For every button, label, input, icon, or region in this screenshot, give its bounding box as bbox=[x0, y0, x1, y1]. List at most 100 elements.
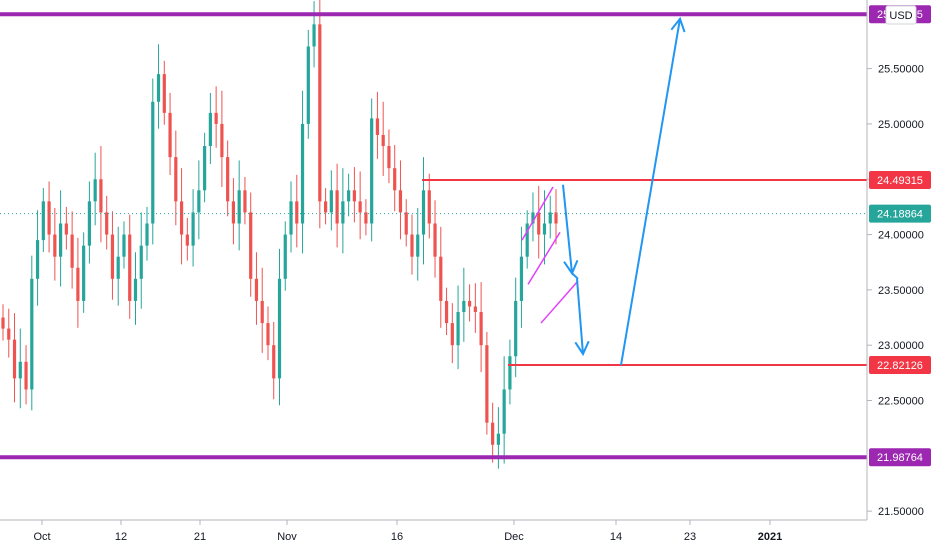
candle-body bbox=[105, 212, 109, 235]
candle-body bbox=[237, 190, 241, 224]
candle-body bbox=[35, 240, 40, 279]
candle-body bbox=[421, 190, 426, 235]
currency-badge-bg bbox=[885, 5, 917, 25]
time-axis[interactable]: Oct 12 21 Nov 16 Dec 14 23 2021 bbox=[0, 519, 867, 543]
candle-body bbox=[329, 190, 333, 213]
wedge-upper-line[interactable] bbox=[521, 186, 554, 241]
candle-body bbox=[76, 267, 80, 301]
candle-body bbox=[133, 278, 138, 301]
price-tick-label: 25.50000 bbox=[878, 64, 924, 76]
candle-body bbox=[485, 345, 489, 423]
candle-body bbox=[272, 345, 276, 379]
time-tick-label: Dec bbox=[504, 531, 524, 543]
time-tick-label: Oct bbox=[33, 531, 50, 543]
candle-body bbox=[162, 74, 166, 113]
forecast-arrow-joint[interactable] bbox=[571, 272, 579, 280]
candle-body bbox=[525, 223, 529, 257]
price-tick-label: 25.00000 bbox=[878, 119, 924, 131]
horizontal-levels[interactable] bbox=[0, 12, 867, 460]
candle-body bbox=[191, 212, 195, 246]
candle-body bbox=[7, 328, 11, 340]
candle-body bbox=[323, 201, 328, 213]
candle-body bbox=[352, 190, 356, 202]
price-tick-label: 24.00000 bbox=[878, 230, 924, 242]
candle-body bbox=[128, 234, 132, 301]
candle-body bbox=[375, 118, 380, 135]
candle-body bbox=[456, 312, 460, 346]
candle-body bbox=[260, 300, 264, 324]
candle-body bbox=[47, 201, 51, 235]
candle-body bbox=[116, 256, 120, 279]
candle-body bbox=[393, 168, 397, 191]
wedge-projection-line[interactable] bbox=[540, 280, 579, 324]
forecast-arrow-down-2-head[interactable] bbox=[574, 340, 590, 357]
bottom-range-price-tag bbox=[869, 448, 931, 467]
candle-body bbox=[341, 201, 345, 224]
candle-body bbox=[156, 74, 161, 102]
candle-body bbox=[254, 278, 259, 301]
candle-body bbox=[93, 179, 97, 202]
forecast-arrow-down-1-shaft[interactable] bbox=[562, 184, 573, 274]
drawing-annotations[interactable] bbox=[521, 16, 686, 366]
candle-body bbox=[289, 201, 293, 235]
candle-body bbox=[122, 234, 126, 257]
time-tick-label: 16 bbox=[391, 531, 403, 543]
candle-body bbox=[398, 190, 403, 213]
candle-body bbox=[358, 201, 362, 213]
forecast-arrow-up-head[interactable] bbox=[670, 16, 686, 33]
time-tick-label: 2021 bbox=[758, 531, 782, 543]
candle-body bbox=[554, 212, 558, 224]
candle-body bbox=[491, 422, 495, 445]
candle-body bbox=[467, 300, 472, 307]
candle-body bbox=[249, 212, 253, 279]
price-tick-label: 22.50000 bbox=[878, 396, 924, 408]
wedge-lower-line[interactable] bbox=[527, 231, 561, 285]
candle-body bbox=[12, 339, 17, 379]
candle-body bbox=[508, 356, 512, 390]
candle-body bbox=[364, 212, 368, 224]
candle-body bbox=[295, 201, 299, 224]
candle-body bbox=[139, 245, 143, 279]
candle-body bbox=[277, 278, 282, 379]
last-price-label: 24.18864 bbox=[877, 209, 923, 221]
candle-body bbox=[370, 118, 374, 224]
candle-body bbox=[243, 190, 247, 213]
candle-body bbox=[433, 223, 437, 257]
plot-background bbox=[0, 0, 867, 520]
candle-body bbox=[145, 223, 149, 246]
forecast-arrow-down-2-shaft[interactable] bbox=[576, 278, 584, 355]
candle-body bbox=[381, 134, 385, 147]
candle-body bbox=[99, 179, 103, 213]
candle-body bbox=[462, 300, 466, 312]
candle-body bbox=[18, 361, 22, 379]
candle-body bbox=[208, 112, 212, 147]
support-price-tag bbox=[869, 355, 931, 374]
candle-body bbox=[387, 146, 391, 169]
time-tick-label: 21 bbox=[194, 531, 206, 543]
price-axis[interactable]: 25.5000025.0000024.5000024.0000023.50000… bbox=[866, 0, 924, 520]
forecast-arrow-up-shaft[interactable] bbox=[620, 18, 681, 366]
candle-body bbox=[537, 212, 541, 235]
candle-body bbox=[496, 433, 500, 445]
candle-body bbox=[531, 212, 535, 224]
candle-body bbox=[179, 201, 184, 235]
candle-body bbox=[473, 306, 477, 312]
candle-body bbox=[347, 190, 351, 202]
candle-body bbox=[404, 212, 408, 235]
plot-area[interactable] bbox=[0, 0, 867, 520]
candle-body bbox=[24, 361, 28, 390]
candle-body bbox=[41, 201, 45, 241]
candle-body bbox=[306, 46, 310, 124]
candle-body bbox=[300, 123, 305, 224]
candle-body bbox=[266, 323, 270, 346]
candle-body bbox=[226, 157, 230, 202]
currency-badge[interactable]: USD bbox=[885, 5, 917, 25]
candle-body bbox=[168, 112, 172, 158]
price-tick-label: 23.50000 bbox=[878, 285, 924, 297]
candle-body bbox=[450, 323, 454, 346]
time-tick-label: 12 bbox=[115, 531, 127, 543]
candle-body bbox=[203, 146, 207, 191]
candle-body bbox=[185, 234, 189, 246]
candle-body bbox=[64, 223, 68, 235]
